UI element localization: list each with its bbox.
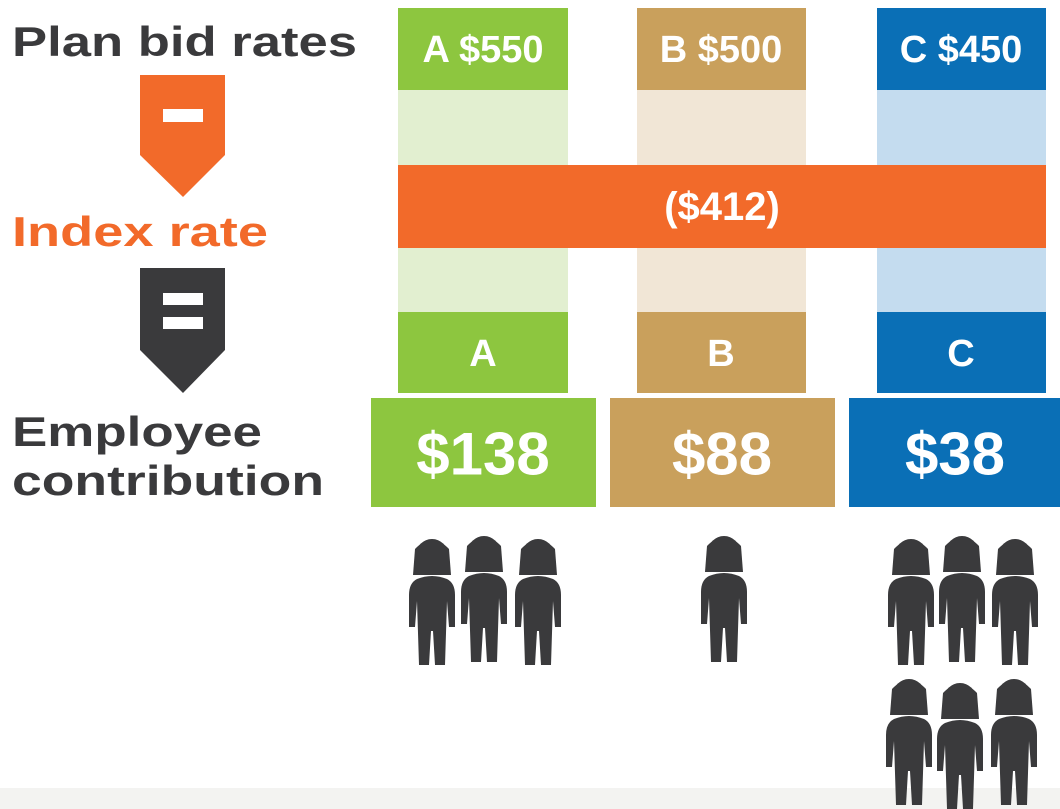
bid-label: A $550: [422, 29, 543, 71]
contribution-label: contribution: [12, 457, 324, 504]
index-rate-value: ($412): [664, 185, 780, 229]
index-rate-bar: [398, 165, 1046, 248]
letter-box: [398, 312, 568, 393]
index-rate-label: Index rate: [12, 208, 268, 255]
plan-bid-label: Plan bid rates: [12, 18, 357, 65]
contribution-label: $88: [672, 421, 772, 488]
bid-box: [877, 8, 1046, 90]
minus-sign: [163, 109, 203, 122]
equals-bar: [163, 293, 203, 305]
plan-b: B $500 B $88: [610, 8, 835, 507]
contribution-label: $38: [905, 421, 1005, 488]
person-icon: [461, 536, 507, 662]
person-icon: [515, 539, 561, 665]
bid-label: C $450: [900, 29, 1023, 71]
plan-c: C $450 C $38: [849, 8, 1060, 507]
person-icon: [992, 539, 1038, 665]
minus-arrow: [140, 75, 225, 197]
person-icon: [886, 679, 932, 805]
plan-a: A $550 A $138: [371, 8, 596, 507]
bid-box: [398, 8, 568, 90]
contribution-box: [371, 398, 596, 507]
bid-label: B $500: [660, 29, 783, 71]
footer-strip: [0, 788, 1060, 809]
person-icon: [888, 539, 934, 665]
person-icon: [409, 539, 455, 665]
letter-box: [877, 312, 1046, 393]
bid-box: [637, 8, 806, 90]
equals-arrow: [140, 268, 225, 393]
employee-label: Employee: [12, 408, 262, 455]
contribution-label: $138: [416, 421, 549, 488]
letter-label: B: [707, 333, 734, 375]
person-icon: [939, 536, 985, 662]
letter-box: [637, 312, 806, 393]
contribution-box: [610, 398, 835, 507]
letter-label: A: [469, 333, 496, 375]
letter-label: C: [947, 333, 974, 375]
person-icon: [991, 679, 1037, 805]
person-icon: [701, 536, 747, 662]
contribution-box: [849, 398, 1060, 507]
equals-bar: [163, 317, 203, 329]
